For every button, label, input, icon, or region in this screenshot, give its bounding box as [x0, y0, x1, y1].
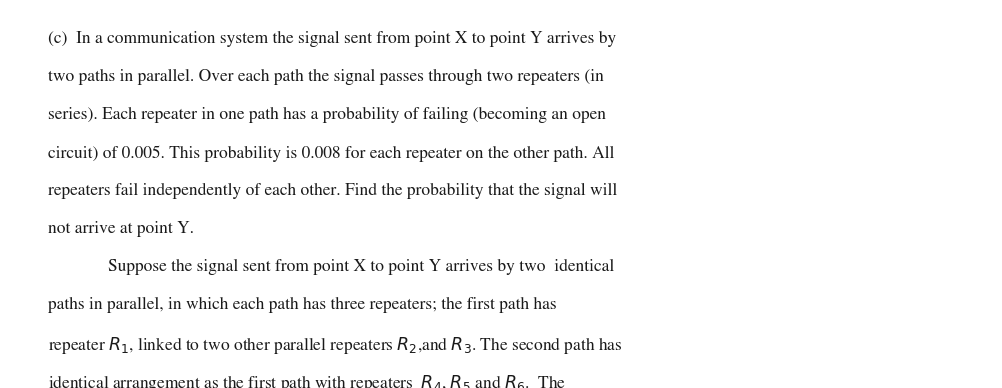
Text: not arrive at point Y.: not arrive at point Y.	[48, 221, 194, 237]
Text: repeaters fail independently of each other. Find the probability that the signal: repeaters fail independently of each oth…	[48, 183, 617, 199]
Text: circuit) of 0.005. This probability is 0.008 for each repeater on the other path: circuit) of 0.005. This probability is 0…	[48, 145, 614, 161]
Text: series). Each repeater in one path has a probability of failing (becoming an ope: series). Each repeater in one path has a…	[48, 107, 606, 123]
Text: identical arrangement as the first path with repeaters  $R_4$, $R_5$ and $R_6$. : identical arrangement as the first path …	[48, 373, 566, 388]
Text: Suppose the signal sent from point X to point Y arrives by two  identical: Suppose the signal sent from point X to …	[108, 259, 614, 275]
Text: (c)  In a communication system the signal sent from point X to point Y arrives b: (c) In a communication system the signal…	[48, 31, 616, 47]
Text: two paths in parallel. Over each path the signal passes through two repeaters (i: two paths in parallel. Over each path th…	[48, 69, 604, 85]
Text: paths in parallel, in which each path has three repeaters; the first path has: paths in parallel, in which each path ha…	[48, 297, 557, 313]
Text: repeater $R_1$, linked to two other parallel repeaters $R_2$,and $R_3$. The seco: repeater $R_1$, linked to two other para…	[48, 335, 622, 356]
